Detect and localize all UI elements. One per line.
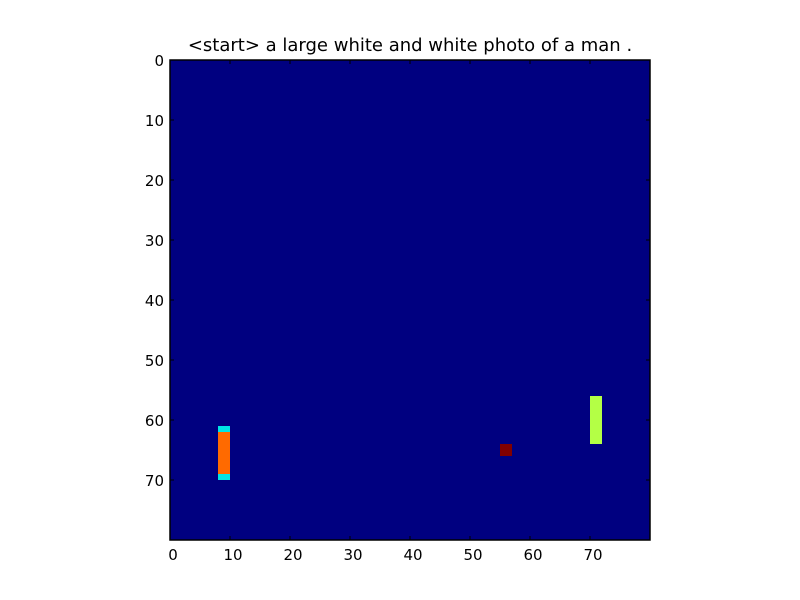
y-tick-label-6: 60 [145, 412, 164, 430]
y-tick-label-5: 50 [145, 352, 164, 370]
y-tick-label-1: 10 [145, 112, 164, 130]
axis-ticks: 0 10 20 30 40 50 60 70 0 10 20 30 40 50 60 70 [145, 52, 650, 564]
heatmap-cell-4 [590, 396, 602, 444]
x-tick-label-4: 40 [403, 546, 422, 564]
x-tick-label-7: 70 [583, 546, 602, 564]
y-tick-label-2: 20 [145, 172, 164, 190]
heatmap-cell-2 [218, 474, 230, 480]
y-tick-label-7: 70 [145, 472, 164, 490]
x-tick-label-5: 50 [463, 546, 482, 564]
y-tick-label-3: 30 [145, 232, 164, 250]
chart-title: <start> a large white and white photo of… [187, 35, 633, 56]
heatmap-cell-1 [218, 432, 230, 474]
heatmap-cells [218, 396, 602, 480]
heatmap-cell-3 [500, 444, 512, 456]
x-tick-label-1: 10 [223, 546, 242, 564]
x-tick-label-0: 0 [168, 546, 178, 564]
y-tick-label-0: 0 [154, 52, 164, 70]
plot-background [170, 60, 650, 540]
x-tick-label-3: 30 [343, 546, 362, 564]
x-tick-label-2: 20 [283, 546, 302, 564]
heatmap-cell-0 [218, 426, 230, 432]
x-tick-label-6: 60 [523, 546, 542, 564]
y-tick-label-4: 40 [145, 292, 164, 310]
